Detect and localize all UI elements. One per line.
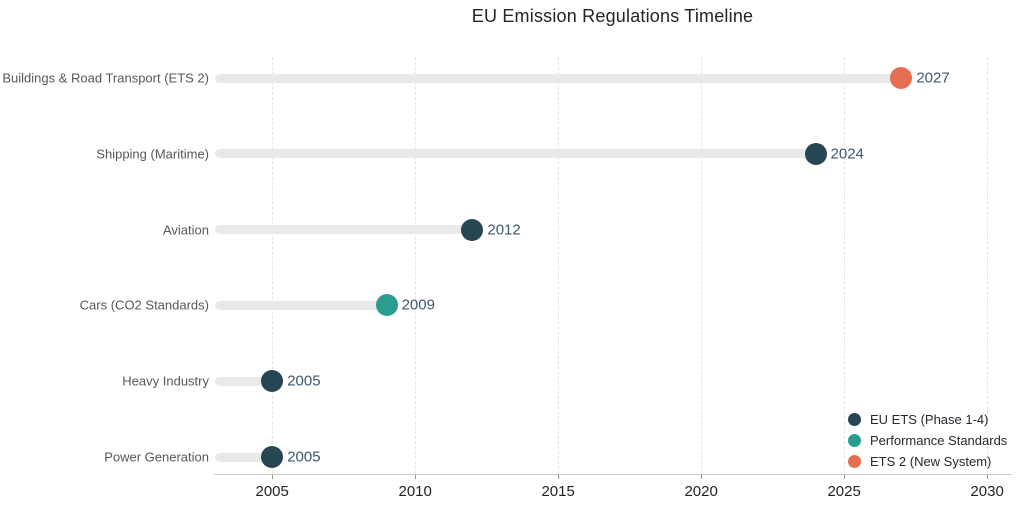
x-axis-tick-label: 2030 bbox=[970, 483, 1004, 500]
legend-swatch bbox=[848, 434, 861, 447]
legend-item: ETS 2 (New System) bbox=[848, 451, 991, 472]
category-label: Shipping (Maritime) bbox=[96, 146, 209, 162]
data-point bbox=[804, 142, 827, 165]
x-axis-tick-label: 2005 bbox=[255, 483, 289, 500]
x-axis-tick-label: 2020 bbox=[684, 483, 718, 500]
data-point bbox=[461, 218, 484, 241]
legend-label: Performance Standards bbox=[870, 433, 1008, 448]
legend: EU ETS (Phase 1-4) Performance Standards E… bbox=[848, 409, 1024, 473]
legend-label: ETS 2 (New System) bbox=[870, 454, 992, 469]
x-axis-tick-label: 2015 bbox=[541, 483, 575, 500]
x-axis-tick bbox=[987, 474, 989, 479]
value-label: 2012 bbox=[487, 221, 521, 239]
category-label: Heavy Industry bbox=[122, 373, 209, 389]
value-label: 2027 bbox=[916, 69, 950, 87]
stem bbox=[215, 452, 273, 462]
value-label: 2024 bbox=[830, 145, 864, 163]
value-label: 2005 bbox=[287, 448, 321, 466]
x-axis-line bbox=[214, 474, 1012, 475]
data-point bbox=[890, 67, 913, 89]
stem bbox=[215, 376, 273, 386]
stem bbox=[215, 73, 902, 83]
x-axis-tick bbox=[701, 474, 703, 479]
value-label: 2005 bbox=[287, 372, 321, 390]
gridline bbox=[415, 57, 417, 474]
legend-swatch bbox=[848, 413, 861, 426]
stem bbox=[215, 300, 387, 310]
category-label: Power Generation bbox=[104, 449, 209, 465]
x-axis-tick bbox=[844, 474, 846, 479]
stem bbox=[215, 225, 473, 235]
data-point bbox=[261, 446, 284, 468]
stem bbox=[215, 149, 816, 159]
data-point bbox=[261, 370, 284, 393]
category-label: Buildings & Road Transport (ETS 2) bbox=[2, 70, 209, 86]
x-axis-tick bbox=[558, 474, 560, 479]
data-point bbox=[375, 294, 398, 317]
x-axis-tick bbox=[415, 474, 417, 479]
legend-swatch bbox=[848, 455, 861, 468]
category-label: Aviation bbox=[162, 222, 209, 238]
x-axis-tick bbox=[272, 474, 274, 479]
legend-item: Performance Standards bbox=[848, 430, 1007, 451]
legend-item: EU ETS (Phase 1-4) bbox=[848, 409, 989, 430]
gridline bbox=[272, 57, 274, 474]
gridline bbox=[701, 57, 703, 474]
gridline bbox=[558, 57, 560, 474]
category-label: Cars (CO2 Standards) bbox=[79, 297, 209, 313]
x-axis-tick-label: 2025 bbox=[827, 483, 861, 500]
legend-label: EU ETS (Phase 1-4) bbox=[870, 412, 989, 427]
value-label: 2009 bbox=[401, 296, 435, 314]
chart-title: EU Emission Regulations Timeline bbox=[471, 6, 754, 26]
x-axis-tick-label: 2010 bbox=[398, 483, 432, 500]
gridline bbox=[987, 57, 989, 474]
gridline bbox=[844, 57, 846, 474]
